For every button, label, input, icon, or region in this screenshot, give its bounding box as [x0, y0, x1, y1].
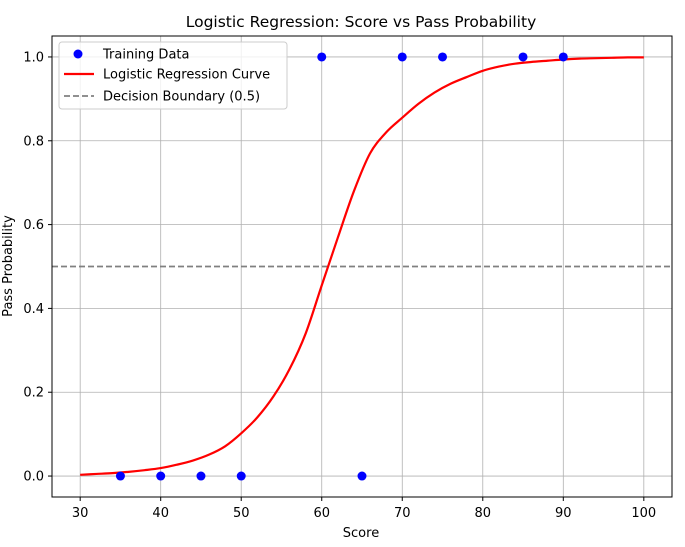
y-tick-label: 0.6 [23, 218, 44, 233]
ticks: 30 40 50 60 70 80 90 100 0.0 0.2 0.4 0.6 0.8 1.0 [23, 50, 656, 521]
y-tick-label: 0.8 [23, 134, 44, 149]
x-tick-label: 40 [152, 506, 169, 521]
training-data-point [115, 471, 125, 481]
training-data-point [397, 52, 407, 62]
training-data-point [357, 471, 367, 481]
legend-box [58, 41, 288, 110]
x-tick-label: 50 [233, 506, 250, 521]
y-tick-label: 0.2 [23, 386, 44, 401]
training-data-point [236, 471, 246, 481]
x-tick-label: 30 [72, 506, 89, 521]
legend-label-logistic-curve: Logistic Regression Curve [103, 68, 270, 83]
training-data-point [196, 471, 206, 481]
plot-frame [51, 35, 673, 498]
logistic-regression-curve [80, 56, 644, 476]
chart-title: Logistic Regression: Score vs Pass Proba… [186, 13, 537, 31]
x-axis-title: Score [343, 526, 379, 541]
curve-layer [80, 56, 644, 476]
y-tick-label: 0.4 [23, 302, 44, 317]
x-tick-label: 100 [631, 506, 656, 521]
x-tick-label: 60 [313, 506, 330, 521]
x-tick-label: 90 [555, 506, 572, 521]
legend-marker-training-data [73, 49, 83, 59]
legend: Training Data Logistic Regression Curve … [58, 41, 288, 110]
training-data-point [558, 52, 568, 62]
y-tick-label: 0.0 [23, 470, 44, 485]
training-data-point [438, 52, 448, 62]
x-tick-label: 80 [475, 506, 492, 521]
legend-label-training-data: Training Data [102, 48, 189, 63]
legend-label-decision-boundary: Decision Boundary (0.5) [103, 90, 260, 105]
x-tick-label: 70 [394, 506, 411, 521]
training-data-point [156, 471, 166, 481]
training-data-point [317, 52, 327, 62]
y-tick-label: 1.0 [23, 50, 44, 65]
training-data-point [518, 52, 528, 62]
y-axis-title: Pass Probability [1, 215, 16, 317]
scatter-points-layer [115, 52, 568, 481]
